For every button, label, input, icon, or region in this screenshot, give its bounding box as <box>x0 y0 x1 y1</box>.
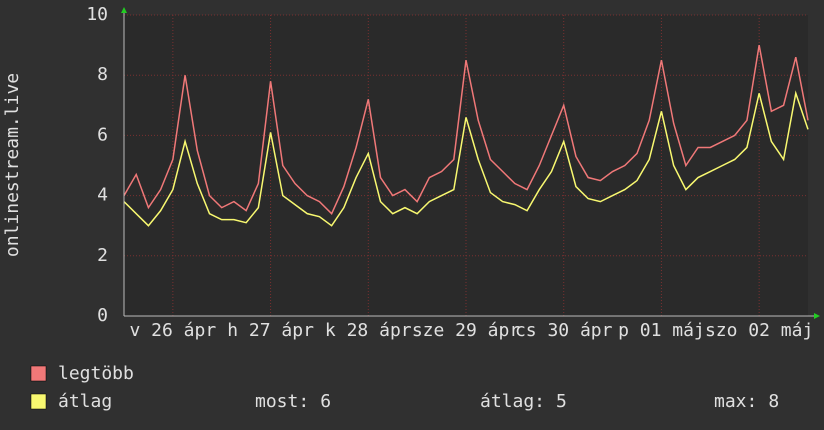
legend-swatch <box>30 365 47 382</box>
series-line <box>123 90 809 227</box>
x-tick-label: h 27 ápr <box>227 320 314 341</box>
y-axis-label: onlinestream.live <box>2 73 23 257</box>
stat-label: max: <box>714 391 757 412</box>
stat: max: 8 <box>714 391 779 412</box>
stat-value: 8 <box>768 391 779 412</box>
lines <box>123 44 809 227</box>
x-tick-label: sze 29 ápr <box>412 320 521 341</box>
y-tick-label: 4 <box>97 185 108 206</box>
x-tick-label: p 01 máj <box>618 320 705 341</box>
x-tick-label: k 28 ápr <box>325 320 412 341</box>
legend-label: legtöbb <box>58 363 134 384</box>
x-tick-label: v 26 ápr <box>130 320 217 341</box>
stat: most: 6 <box>255 391 331 412</box>
y-tick-label: 0 <box>97 305 108 326</box>
stat: átlag: 5 <box>480 391 567 412</box>
stat-label: átlag: <box>480 391 545 412</box>
x-tick-label: cs 30 ápr <box>515 320 613 341</box>
y-tick-label: 10 <box>86 4 108 25</box>
x-tick-label: szo 02 máj <box>705 320 813 341</box>
y-tick-label: 8 <box>97 64 108 85</box>
series-line <box>123 44 809 215</box>
axis-arrow <box>121 7 127 13</box>
y-tick-label: 2 <box>97 245 108 266</box>
axis-arrow <box>814 313 820 319</box>
legend-swatch <box>30 393 47 410</box>
stat-label: most: <box>255 391 309 412</box>
y-tick-label: 6 <box>97 124 108 145</box>
stat-value: 6 <box>320 391 331 412</box>
grid <box>124 14 808 317</box>
legend-label: átlag <box>58 391 112 412</box>
legend: legtöbb átlag most: 6 átlag: 5 max: 8 <box>30 363 779 412</box>
stat-value: 5 <box>556 391 567 412</box>
